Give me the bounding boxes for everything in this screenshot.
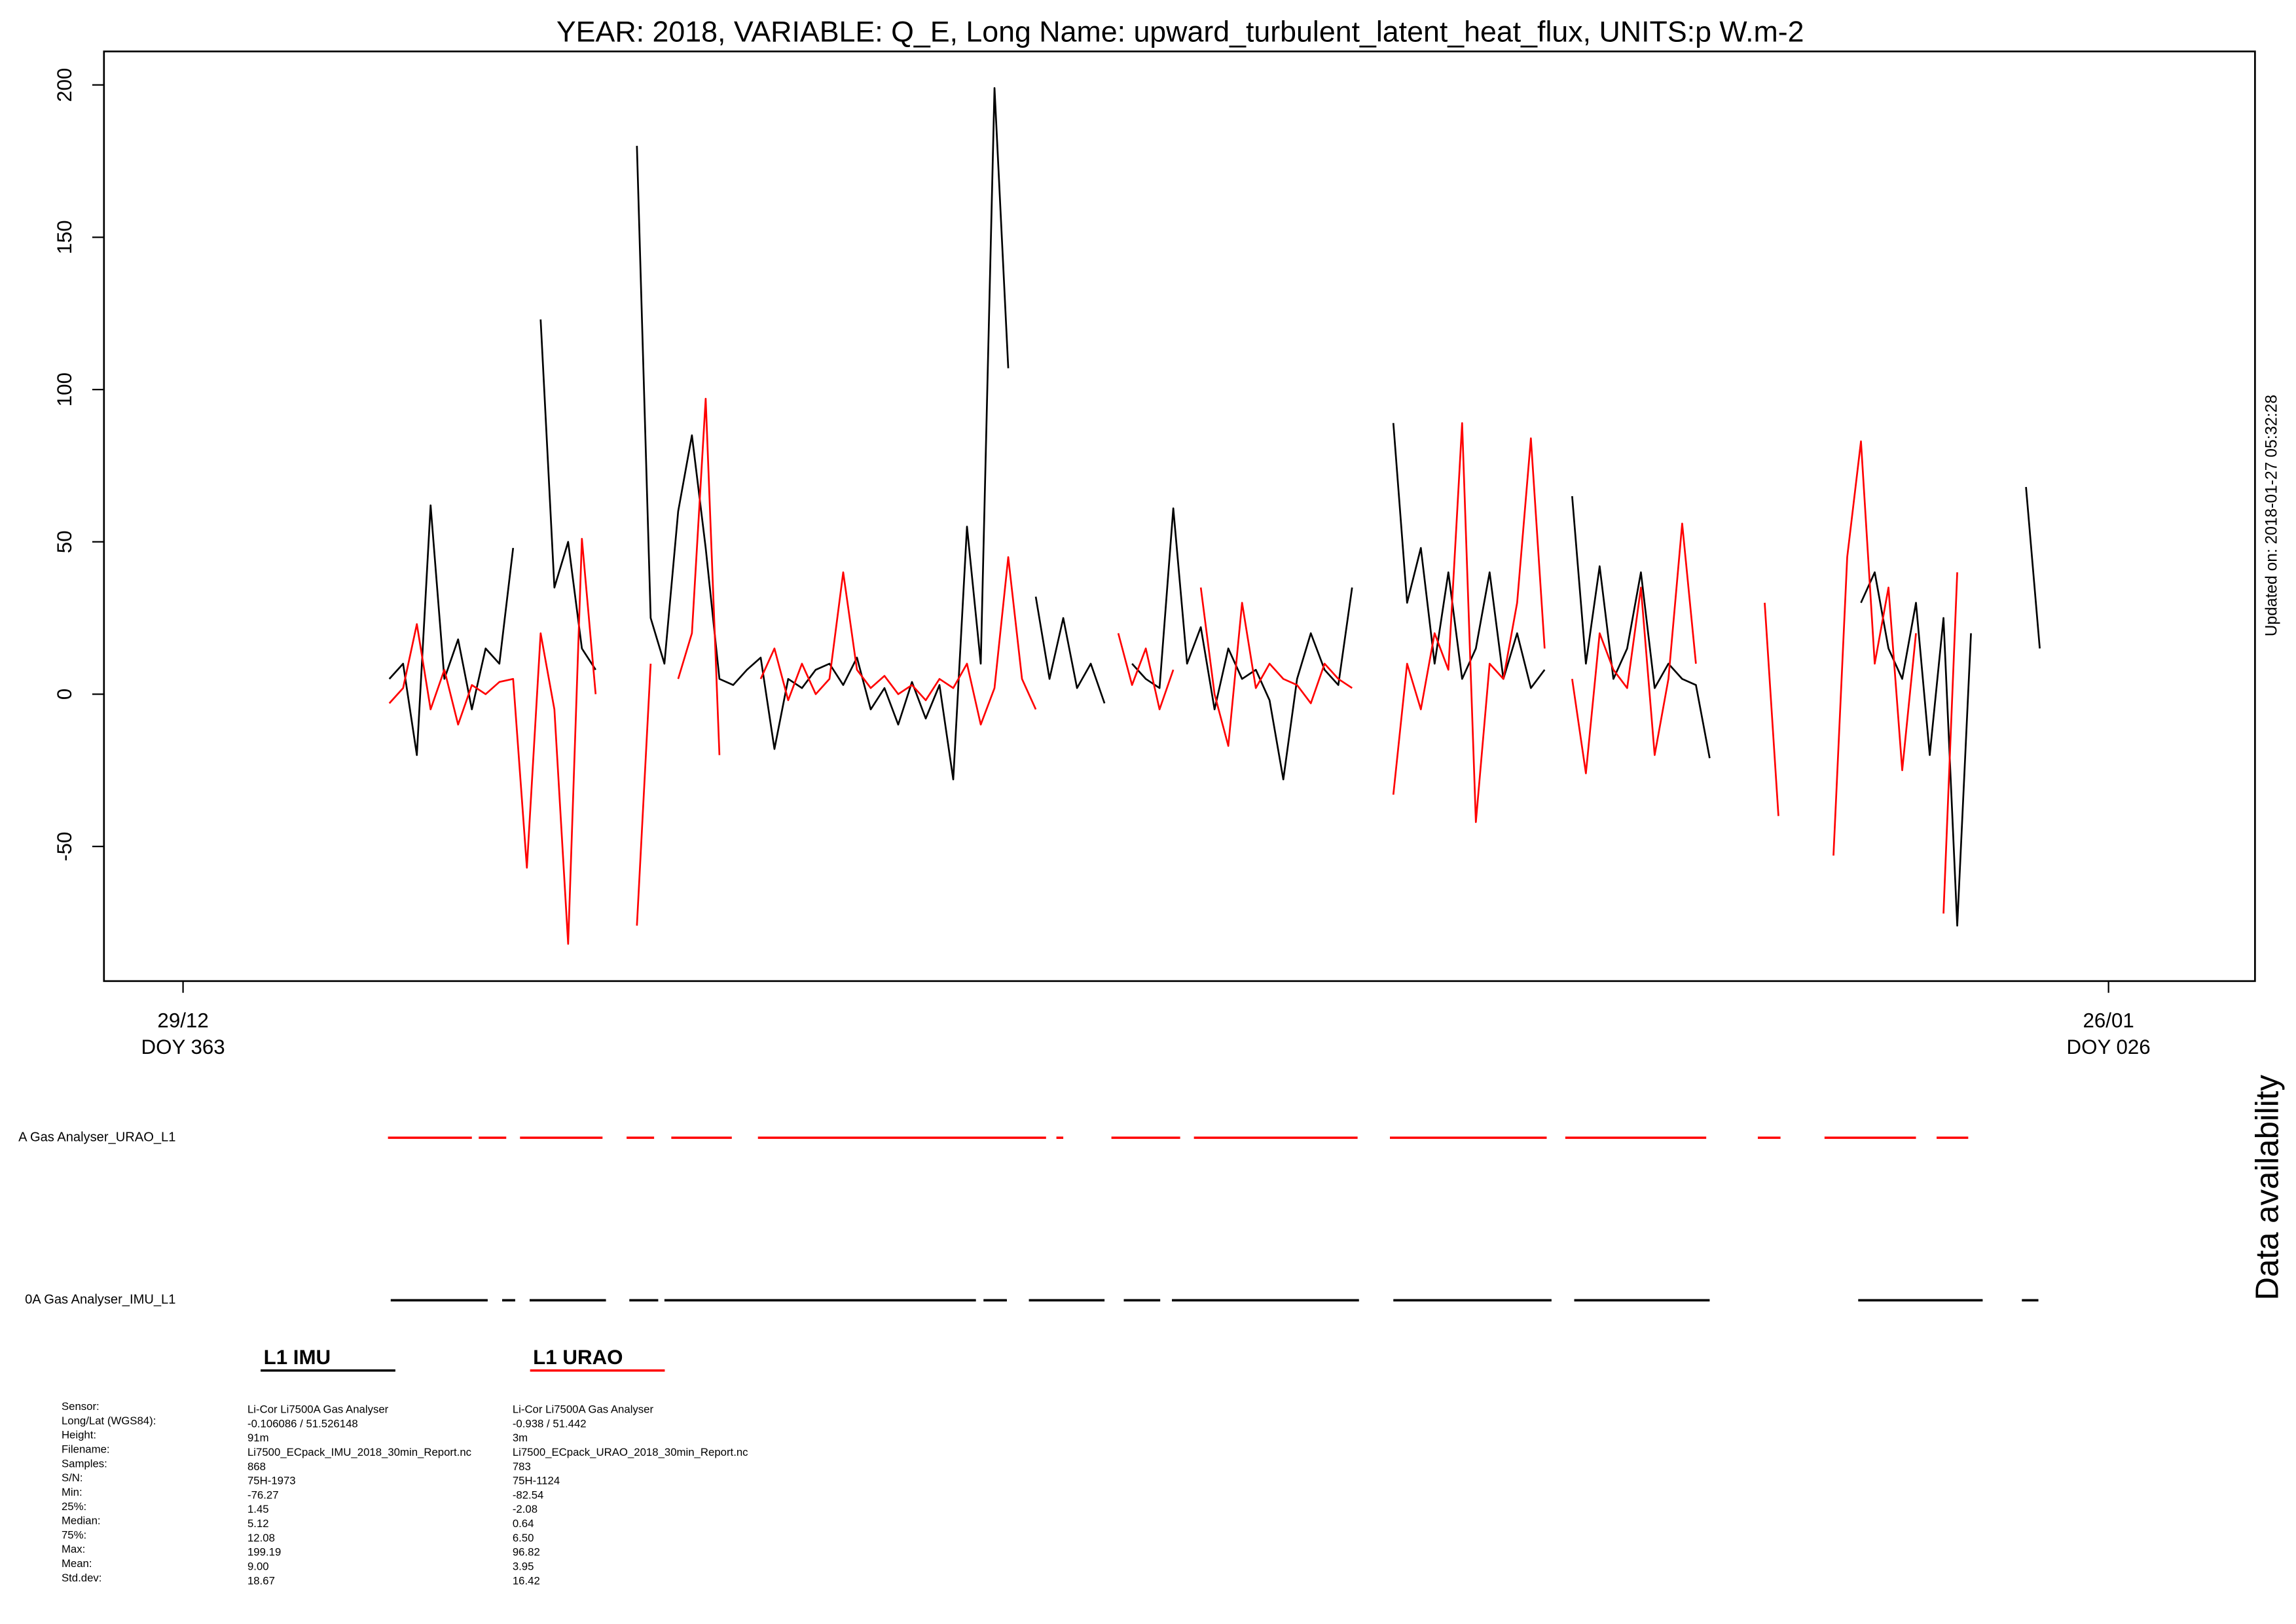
stats-value: Li-Cor Li7500A Gas Analyser	[513, 1403, 654, 1416]
stats-label: Median:	[62, 1515, 101, 1527]
stats-value: Li7500_ECpack_URAO_2018_30min_Report.nc	[513, 1446, 748, 1458]
stats-value: 3.95	[513, 1560, 534, 1572]
stats-value: -0.106086 / 51.526148	[247, 1417, 358, 1430]
stats-label: Max:	[62, 1543, 85, 1555]
stats-value: 0.64	[513, 1517, 534, 1530]
stats-value: 96.82	[513, 1546, 540, 1559]
stats-value: -0.938 / 51.442	[513, 1417, 587, 1430]
stats-value: 783	[513, 1460, 531, 1473]
series-line	[388, 397, 1958, 945]
stats-label: Std.dev:	[62, 1572, 102, 1584]
x-tick-label: 29/12	[157, 1009, 208, 1032]
updated-note: Updated on: 2018-01-27 05:32:28	[2263, 395, 2281, 636]
stats-label: Height:	[62, 1429, 96, 1441]
stats-label: Sensor:	[62, 1400, 100, 1413]
stats-value: Li7500_ECpack_IMU_2018_30min_Report.nc	[247, 1446, 471, 1458]
stats-value: 91m	[247, 1432, 269, 1444]
y-tick-label: 0	[53, 689, 76, 700]
stats-value: 16.42	[513, 1574, 540, 1587]
plot-frame	[103, 50, 2256, 983]
stats-value: -76.27	[247, 1489, 279, 1501]
stats-label: S/N:	[62, 1471, 83, 1484]
y-tick-label: 100	[53, 372, 76, 406]
availability-label: 0A Gas Analyser_IMU_L1	[25, 1293, 175, 1307]
stats-label: 25%:	[62, 1500, 86, 1513]
y-tick-label: 200	[53, 68, 76, 102]
stats-value: Li-Cor Li7500A Gas Analyser	[247, 1403, 389, 1416]
stats-value: 75H-1124	[513, 1475, 560, 1487]
stats-label: Mean:	[62, 1557, 92, 1570]
y-tick-label: -50	[53, 832, 76, 861]
stats-value: 6.50	[513, 1532, 534, 1544]
stats-label: Long/Lat (WGS84):	[62, 1415, 156, 1427]
x-tick-sublabel: DOY 026	[2067, 1036, 2151, 1058]
y-tick-label: 50	[53, 530, 76, 553]
stats-value: 12.08	[247, 1532, 275, 1544]
stats-label: Min:	[62, 1486, 82, 1498]
stats-value: 199.19	[247, 1546, 281, 1559]
stats-value: -2.08	[513, 1503, 538, 1515]
legend-label: L1 IMU	[264, 1346, 331, 1369]
availability-label: A Gas Analyser_URAO_L1	[18, 1130, 175, 1144]
stats-value: 5.12	[247, 1517, 269, 1530]
series-line	[388, 87, 2041, 927]
stats-value: 868	[247, 1460, 266, 1473]
x-tick-label: 26/01	[2083, 1009, 2134, 1032]
stats-value: 18.67	[247, 1574, 275, 1587]
stats-value: -82.54	[513, 1489, 544, 1501]
x-tick-sublabel: DOY 363	[141, 1036, 225, 1058]
stats-label: 75%:	[62, 1528, 86, 1541]
stats-value: 3m	[513, 1432, 528, 1444]
y-tick-label: 150	[53, 220, 76, 254]
availability-title: Data availability	[2250, 1075, 2286, 1301]
stats-value: 9.00	[247, 1560, 269, 1572]
stats-label: Filename:	[62, 1443, 110, 1456]
legend-label: L1 URAO	[533, 1346, 623, 1369]
stats-value: 75H-1973	[247, 1475, 296, 1487]
stats-label: Samples:	[62, 1457, 107, 1470]
chart-title: YEAR: 2018, VARIABLE: Q_E, Long Name: up…	[556, 16, 1804, 48]
stats-value: 1.45	[247, 1503, 269, 1515]
